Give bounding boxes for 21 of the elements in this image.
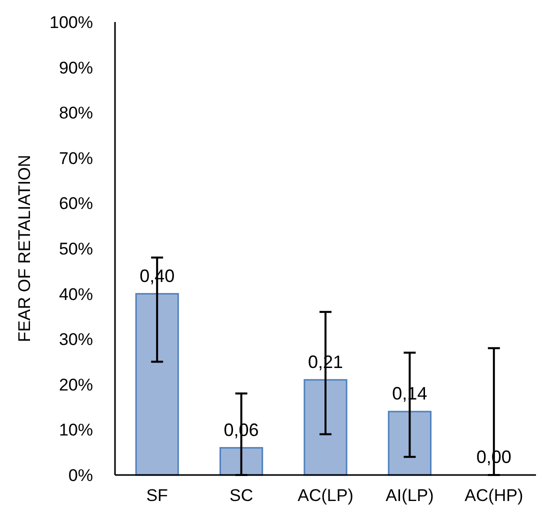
y-tick-label: 100% [50, 12, 93, 32]
x-tick-label: AC(LP) [298, 486, 354, 505]
y-tick-label: 80% [58, 104, 93, 123]
y-tick-label: 0% [68, 466, 93, 485]
x-tick-label: AC(HP) [464, 486, 524, 505]
y-axis-title: FEAR OF RETALIATION [14, 154, 34, 342]
bar [304, 379, 348, 476]
bar [135, 293, 179, 476]
y-tick-label: 10% [58, 420, 93, 440]
y-tick-label: 70% [58, 148, 93, 168]
x-tick-label: SF [146, 486, 168, 505]
y-tick-label: 50% [58, 239, 93, 258]
x-tick-label: SC [229, 486, 254, 505]
y-tick-label: 90% [58, 58, 93, 78]
y-tick-label: 40% [58, 284, 93, 304]
x-tick-label: AI(LP) [386, 486, 434, 505]
bar [388, 410, 432, 476]
y-tick-label: 20% [58, 375, 93, 394]
y-tick-label: 60% [58, 194, 93, 214]
bar [220, 447, 264, 476]
y-tick-label: 30% [58, 330, 93, 350]
